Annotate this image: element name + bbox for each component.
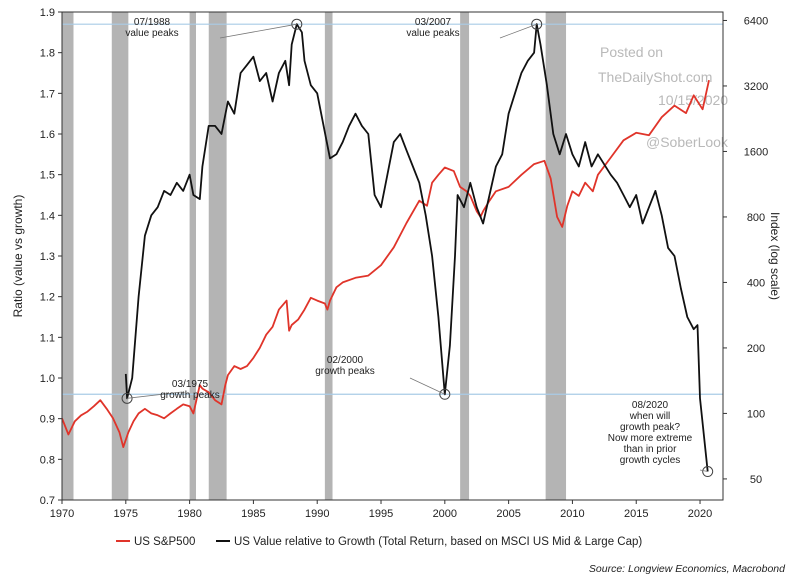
recession-band (111, 12, 129, 500)
annotation-text: than in prior (624, 444, 677, 455)
y-axis-left-title: Ratio (value vs growth) (11, 195, 25, 318)
y-left-tick-label: 1.6 (40, 129, 55, 141)
peak-markers (121, 18, 714, 478)
y-left-tick-label: 1.2 (40, 292, 55, 304)
y-left-tick-label: 1.7 (40, 88, 55, 100)
x-axis: 1970 1975 1980 1985 1990 1995 2000 2005 2010 2015… (50, 500, 712, 520)
y-right-tick-label: 800 (747, 212, 765, 224)
recession-bands (62, 12, 567, 500)
legend-label: US Value relative to Growth (Total Retur… (234, 536, 642, 548)
y-left-tick-label: 1.5 (40, 170, 55, 182)
x-tick-label: 2000 (433, 508, 457, 520)
annotation-text: 03/1975 (172, 379, 209, 390)
peak-marker (531, 18, 543, 30)
annotation-text: 02/2000 (327, 355, 364, 366)
annotation-leader (409, 377, 445, 395)
y-left-tick-label: 0.7 (40, 495, 55, 507)
legend: US S&P500 US Value relative to Growth (To… (116, 536, 642, 548)
annotation-text: when will (629, 411, 671, 422)
sp500-line (61, 80, 710, 448)
peak-marker (702, 466, 714, 478)
y-right-tick-label: 1600 (744, 146, 768, 158)
recession-band (62, 12, 74, 500)
y-axis-left: 0.7 0.8 0.9 1.0 1.1 1.2 1.3 1.4 1.5 1.6 1.7 1.8 1.9 (40, 7, 62, 507)
annotation-leader (499, 23, 537, 39)
annotation-leader (219, 23, 297, 39)
annotation-leader (699, 469, 708, 472)
y-right-tick-label: 50 (750, 474, 762, 486)
x-tick-label: 2010 (560, 508, 584, 520)
y-right-tick-label: 3200 (744, 81, 768, 93)
y-right-tick-label: 400 (747, 277, 765, 289)
recession-band (189, 12, 196, 500)
y-left-tick-label: 1.9 (40, 7, 55, 19)
y-right-tick-label: 200 (747, 343, 765, 355)
annotation-text: Now more extreme (608, 433, 693, 444)
reference-lines (62, 23, 723, 395)
annotation-text: 03/2007 (415, 17, 452, 28)
x-tick-label: 1980 (177, 508, 201, 520)
annotation-text: growth peak? (620, 422, 680, 433)
x-tick-label: 1990 (305, 508, 329, 520)
peak-marker (439, 388, 451, 400)
annotation-text: growth peaks (315, 366, 374, 377)
recession-band (324, 12, 333, 500)
peak-marker (291, 18, 303, 30)
peak-marker (121, 392, 133, 404)
recession-band (208, 12, 227, 500)
x-tick-label: 1975 (114, 508, 138, 520)
y-left-tick-label: 1.0 (40, 373, 55, 385)
watermark-line: Posted on (600, 44, 663, 60)
y-left-tick-label: 0.9 (40, 414, 55, 426)
annotation-text: 08/2020 (632, 400, 669, 411)
annotation-leader (127, 391, 183, 399)
x-tick-label: 1970 (50, 508, 74, 520)
annotation-text: value peaks (125, 28, 178, 39)
annotation-text: growth cycles (620, 455, 681, 466)
x-tick-label: 2005 (496, 508, 520, 520)
watermark-line: TheDailyShot.com (598, 69, 712, 85)
x-tick-label: 2015 (624, 508, 648, 520)
annotation-text: 07/1988 (134, 17, 171, 28)
annotation-text: value peaks (406, 28, 459, 39)
x-tick-label: 2020 (688, 508, 712, 520)
watermark-line: 10/15/2020 (658, 92, 728, 108)
y-left-tick-label: 0.8 (40, 454, 55, 466)
y-right-tick-label: 6400 (744, 15, 768, 27)
y-axis-right: 50 100 200 400 800 1600 3200 6400 (723, 15, 768, 486)
y-left-tick-label: 1.4 (40, 210, 55, 222)
y-left-tick-label: 1.8 (40, 48, 55, 60)
value-growth-line (124, 23, 709, 472)
x-tick-label: 1995 (369, 508, 393, 520)
y-left-tick-label: 1.3 (40, 251, 55, 263)
annotation-text: growth peaks (160, 390, 219, 401)
x-tick-label: 1985 (241, 508, 265, 520)
y-axis-right-title: Index (log scale) (768, 212, 782, 300)
legend-label: US S&P500 (134, 536, 195, 548)
recession-band (460, 12, 470, 500)
y-left-tick-label: 1.1 (40, 332, 55, 344)
series-lines (61, 23, 710, 472)
source-note: Source: Longview Economics, Macrobond (589, 563, 786, 575)
watermark-line: @SoberLook (646, 134, 729, 150)
y-right-tick-label: 100 (747, 408, 765, 420)
watermark: Posted on TheDailyShot.com 10/15/2020 @Sobe… (598, 44, 729, 150)
recession-band (545, 12, 567, 500)
